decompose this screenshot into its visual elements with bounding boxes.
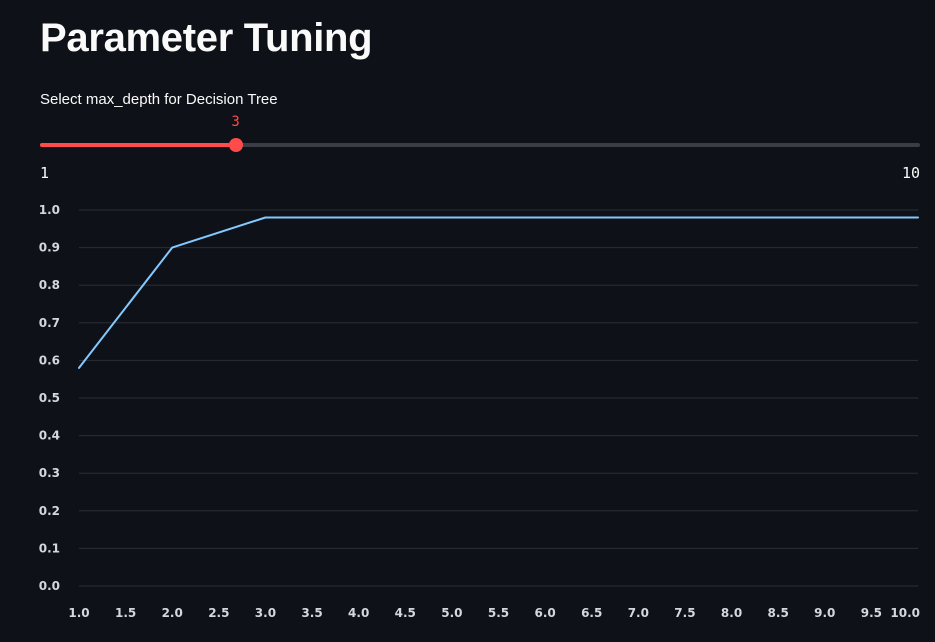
y-tick-label: 0.1: [39, 541, 60, 555]
slider-fill: [40, 143, 236, 147]
y-tick-label: 0.7: [39, 316, 60, 330]
x-tick-label: 1.5: [115, 606, 136, 620]
accuracy-line-chart: 0.0 0.1 0.2 0.3 0.4 0.5 0.6 0.7 0.8 0.9 1.0 1.0 1.5 2…: [39, 203, 920, 620]
y-tick-label: 0.9: [39, 241, 60, 255]
x-tick-label: 5.5: [488, 606, 509, 620]
y-tick-label: 0.5: [39, 391, 60, 405]
slider-value: 3: [231, 114, 240, 130]
x-tick-label: 3.0: [255, 606, 276, 620]
slider-label: Select max_depth for Decision Tree: [40, 91, 278, 108]
y-tick-label: 0.8: [39, 278, 60, 292]
x-tick-label: 9.5: [861, 606, 882, 620]
slider-max-label: 10: [901, 164, 920, 182]
x-tick-label: 5.0: [441, 606, 462, 620]
x-tick-label: 2.5: [208, 606, 229, 620]
max-depth-slider[interactable]: 3 1 10: [40, 112, 920, 182]
x-tick-label: 7.0: [628, 606, 649, 620]
x-tick-label: 8.5: [768, 606, 789, 620]
x-tick-label: 1.0: [68, 606, 89, 620]
x-tick-label: 6.5: [581, 606, 602, 620]
x-tick-label: 7.5: [674, 606, 695, 620]
slider-track[interactable]: [40, 143, 920, 147]
series-line: [78, 216, 919, 369]
x-tick-label: 3.5: [301, 606, 322, 620]
slider-min-label: 1: [40, 164, 50, 182]
slider-thumb[interactable]: [228, 138, 243, 152]
y-tick-label: 0.4: [39, 429, 60, 443]
x-tick-label: 9.0: [814, 606, 835, 620]
x-tick-label: 8.0: [721, 606, 742, 620]
x-tick-label: 2.0: [162, 606, 183, 620]
x-tick-label: 10.0: [890, 606, 920, 620]
y-tick-label: 1.0: [39, 203, 60, 217]
x-tick-label: 4.0: [348, 606, 369, 620]
y-tick-label: 0.3: [39, 466, 60, 480]
y-tick-label: 0.6: [39, 353, 60, 367]
x-tick-label: 4.5: [395, 606, 416, 620]
x-tick-label: 6.0: [534, 606, 555, 620]
y-tick-label: 0.0: [39, 579, 60, 593]
y-tick-label: 0.2: [39, 504, 60, 518]
page-title: Parameter Tuning: [40, 16, 373, 60]
